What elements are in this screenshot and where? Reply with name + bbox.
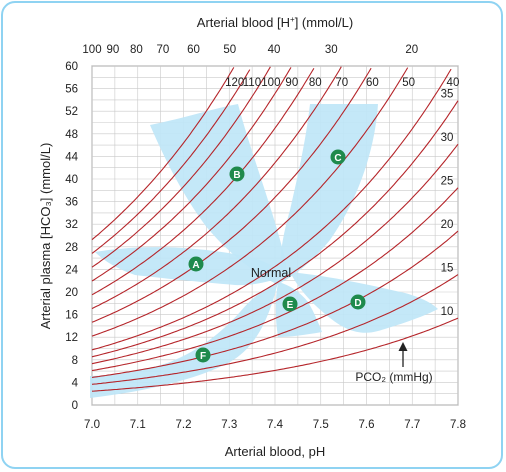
isobar-80 <box>91 68 315 296</box>
hco3-tick: 32 <box>65 219 78 231</box>
hco3-tick: 4 <box>72 377 79 389</box>
pco2-caption: PCO₂ (mmHg) <box>355 370 432 384</box>
isobar-70 <box>91 66 342 310</box>
pco2-label: 40 <box>447 77 460 89</box>
badge-c-label: C <box>334 153 341 164</box>
axes: 7.0 7.1 7.2 7.3 7.4 7.5 7.6 7.7 7.80481216202428… <box>65 44 466 431</box>
h-tick: 20 <box>405 44 418 56</box>
pco2-label: 120 <box>225 77 244 89</box>
hco3-tick: 20 <box>65 287 78 299</box>
isobar-100 <box>91 66 271 268</box>
region-b <box>150 104 287 285</box>
badge-d: D <box>350 294 366 310</box>
pco2-label: 50 <box>402 77 415 89</box>
isobar-90 <box>91 67 292 282</box>
pco2-label: 20 <box>441 219 454 231</box>
pco2-label: 80 <box>309 77 322 89</box>
hco3-tick: 40 <box>65 174 78 186</box>
ph-tick: 7.7 <box>404 419 420 431</box>
ph-tick: 7.1 <box>130 419 146 431</box>
pco2-label: 60 <box>366 77 379 89</box>
badge-a: A <box>188 256 204 272</box>
pco2-label: 70 <box>335 77 348 89</box>
badge-e-label: E <box>287 300 294 311</box>
h-tick: 30 <box>325 44 338 56</box>
h-tick: 100 <box>82 44 101 56</box>
pco2-arrow <box>398 342 408 367</box>
isobar-40 <box>91 68 452 351</box>
normal-label: Normal <box>251 266 291 280</box>
badge-e: E <box>282 296 298 312</box>
hco3-tick: 44 <box>65 151 78 163</box>
pco2-label: 30 <box>441 132 454 144</box>
hco3-tick: 12 <box>65 332 78 344</box>
pco2-label: 100 <box>261 77 280 89</box>
isobar-20 <box>91 230 459 378</box>
ph-tick: 7.3 <box>221 419 237 431</box>
h-tick: 40 <box>268 44 281 56</box>
isobar-10 <box>91 317 459 392</box>
top-axis-title-text: Arterial blood [H <box>197 15 290 30</box>
hco3-tick: 48 <box>65 129 78 141</box>
hco3-tick: 24 <box>65 264 78 276</box>
hco3-tick: 28 <box>65 242 78 254</box>
region-e <box>275 282 322 337</box>
isobar-50 <box>91 67 409 337</box>
isobar-60 <box>91 67 372 323</box>
badge-f-label: F <box>200 351 206 362</box>
pco2-label: 10 <box>441 306 454 318</box>
bottom-axis-title: Arterial blood, pH <box>225 444 325 459</box>
h-tick: 60 <box>187 44 200 56</box>
isobar-120 <box>91 67 235 241</box>
isobar-15 <box>91 274 459 385</box>
badge-f: F <box>195 347 211 363</box>
ph-tick: 7.6 <box>359 419 375 431</box>
hco3-tick: 36 <box>65 197 78 209</box>
hco3-tick: 56 <box>65 84 78 96</box>
pco2-label: 90 <box>285 77 298 89</box>
isobar-30 <box>91 143 459 365</box>
ph-tick: 7.8 <box>450 419 466 431</box>
badge-b: B <box>229 166 245 182</box>
hco3-tick: 52 <box>65 106 78 118</box>
ph-tick: 7.5 <box>313 419 329 431</box>
h-tick: 50 <box>223 44 236 56</box>
hco3-tick: 8 <box>72 355 78 367</box>
badge-d-label: D <box>354 298 361 309</box>
pco2-label: 15 <box>441 263 454 275</box>
top-axis-title-unit: ] (mmol/L) <box>295 15 354 30</box>
isobar-110 <box>91 69 251 254</box>
left-axis-title: Arterial plasma [HCO₃] (mmol/L) <box>38 143 53 330</box>
top-axis-title-sup: + <box>290 15 295 24</box>
ph-tick: 7.0 <box>84 419 100 431</box>
badge-b-label: B <box>233 170 240 181</box>
ph-tick: 7.4 <box>267 419 284 431</box>
h-tick: 70 <box>156 44 169 56</box>
hco3-tick: 16 <box>65 310 78 322</box>
badge-c: C <box>330 149 346 165</box>
top-axis-title: Arterial blood [H+] (mmol/L) <box>197 15 353 30</box>
badge-a-label: A <box>192 260 199 271</box>
h-tick: 90 <box>107 44 120 56</box>
h-tick: 80 <box>130 44 143 56</box>
ph-tick: 7.2 <box>176 419 192 431</box>
pco2-label: 25 <box>441 176 454 188</box>
pco2-label: 110 <box>243 77 261 89</box>
isobar-35 <box>91 100 459 358</box>
isobar-25 <box>91 187 459 372</box>
hco3-tick: 0 <box>72 400 78 412</box>
pco2-label: 35 <box>441 89 454 101</box>
pco2-isobars <box>91 66 459 392</box>
hco3-tick: 60 <box>65 61 78 73</box>
